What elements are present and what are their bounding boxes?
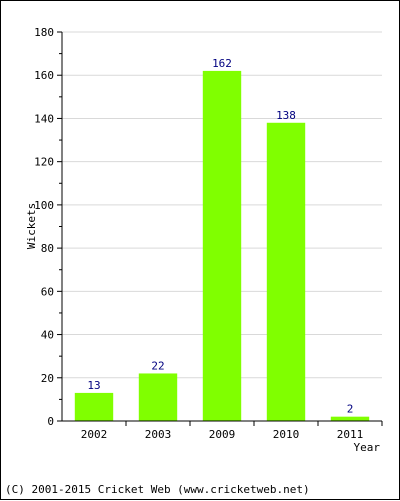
bar-2009 [202, 70, 242, 422]
y-tick-label: 160 [34, 69, 54, 82]
data-label: 138 [276, 109, 296, 122]
data-label: 2 [347, 403, 354, 416]
copyright-footer: (C) 2001-2015 Cricket Web (www.cricketwe… [5, 483, 310, 496]
bar-2010 [266, 122, 306, 422]
y-tick-label: 0 [47, 415, 54, 428]
y-axis-title: Wickets [25, 203, 38, 249]
y-tick-label: 120 [34, 156, 54, 169]
labels: 0 20 40 60 80 100 120 140 160 180 13 2002 22 2003 162 2… [34, 26, 363, 441]
y-tick-label: 20 [41, 372, 54, 385]
axes [57, 31, 383, 426]
data-label: 22 [151, 359, 164, 372]
y-tick-label: 140 [34, 112, 54, 125]
y-tick-label: 80 [41, 242, 54, 255]
x-tick-label: 2011 [337, 428, 364, 441]
y-tick-label: 100 [34, 199, 54, 212]
bar-2011 [330, 416, 370, 421]
y-tick-label: 40 [41, 329, 54, 342]
x-tick-label: 2009 [209, 428, 236, 441]
bar-2003 [138, 373, 178, 421]
bar-2002 [74, 392, 114, 421]
y-tick-label: 60 [41, 285, 54, 298]
data-label: 162 [212, 57, 232, 70]
x-tick-label: 2003 [145, 428, 172, 441]
x-axis-title: Year [354, 441, 381, 454]
x-tick-label: 2010 [273, 428, 300, 441]
data-label: 13 [87, 379, 100, 392]
x-tick-label: 2002 [81, 428, 108, 441]
bars [74, 70, 370, 422]
y-tick-label: 180 [34, 26, 54, 39]
